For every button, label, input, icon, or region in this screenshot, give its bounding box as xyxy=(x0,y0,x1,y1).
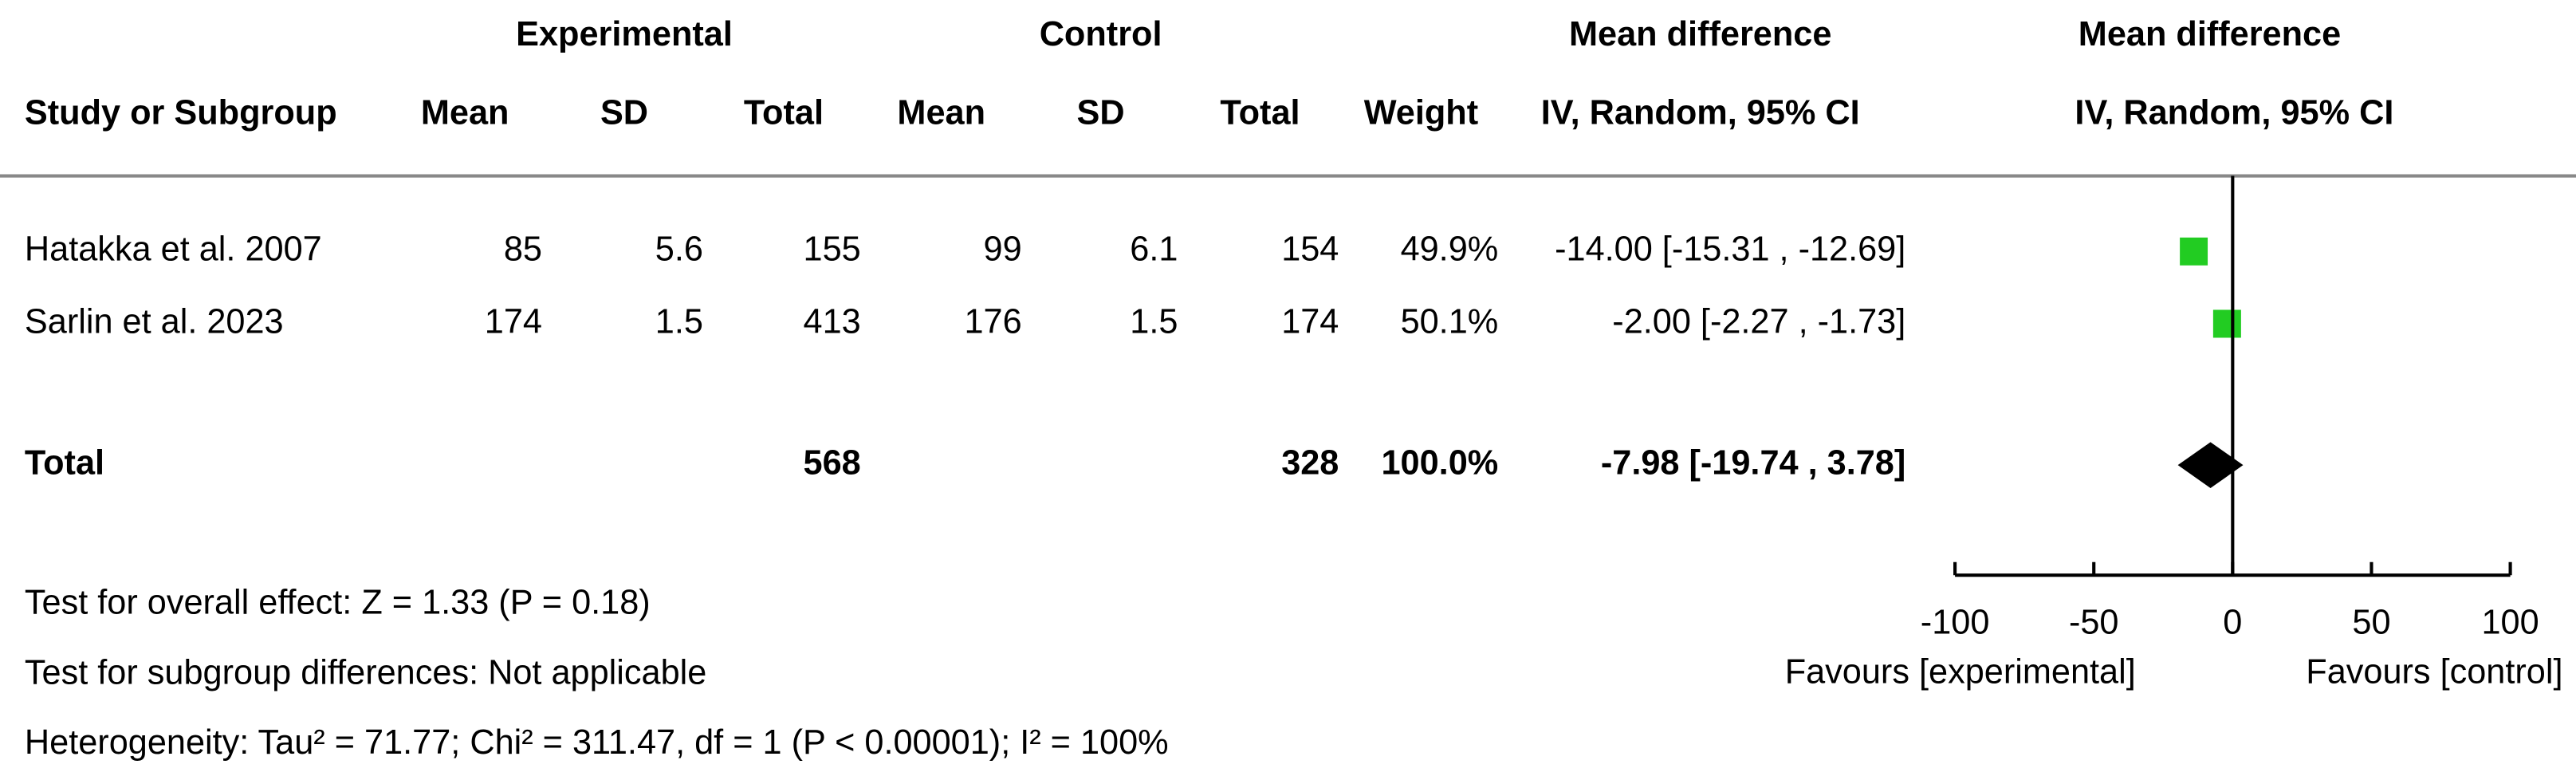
total-md-label: -7.98 [-19.74 , 3.78] xyxy=(1601,444,1905,483)
md-label: -2.00 [-2.27 , -1.73] xyxy=(1612,302,1905,341)
total-weight-label: 100.0% xyxy=(1382,444,1499,483)
effect-square xyxy=(2180,237,2208,266)
ctl-sd: 6.1 xyxy=(1130,230,1178,269)
column-header: Total xyxy=(744,94,824,132)
x-tick-label: -50 xyxy=(2069,603,2119,641)
column-header: Mean xyxy=(421,94,509,132)
ctl-sd: 1.5 xyxy=(1130,302,1178,341)
ctl-total: 174 xyxy=(1281,302,1339,341)
total-ctl-total: 328 xyxy=(1281,444,1339,483)
column-header: Weight xyxy=(1364,94,1478,132)
md-label: -14.00 [-15.31 , -12.69] xyxy=(1555,230,1905,269)
footnote: Test for overall effect: Z = 1.33 (P = 0… xyxy=(25,584,651,622)
column-header: Total xyxy=(1220,94,1300,132)
ctl-total: 154 xyxy=(1281,230,1339,269)
column-header: IV, Random, 95% CI xyxy=(1541,94,1860,132)
group-header: Control xyxy=(1040,15,1162,53)
exp-total: 413 xyxy=(804,302,861,341)
total-label: Total xyxy=(25,444,104,483)
ctl-mean: 176 xyxy=(964,302,1021,341)
group-header: Mean difference xyxy=(1569,15,1831,53)
column-header: Mean xyxy=(897,94,985,132)
column-header: SD xyxy=(600,94,648,132)
exp-mean: 85 xyxy=(504,230,542,269)
column-header: Study or Subgroup xyxy=(25,94,337,132)
column-header: SD xyxy=(1077,94,1125,132)
weight-label: 50.1% xyxy=(1401,302,1499,341)
exp-mean: 174 xyxy=(485,302,542,341)
x-tick-label: 0 xyxy=(2223,603,2242,641)
total-exp-total: 568 xyxy=(804,444,861,483)
favours-right: Favours [control] xyxy=(2306,652,2562,691)
ctl-mean: 99 xyxy=(984,230,1022,269)
group-header: Experimental xyxy=(516,15,733,53)
effect-square xyxy=(2212,309,2241,338)
study: Sarlin et al. 2023 xyxy=(25,302,284,341)
x-tick-label: 100 xyxy=(2481,603,2539,641)
exp-total: 155 xyxy=(804,230,861,269)
group-header: Mean difference xyxy=(2078,15,2341,53)
exp-sd: 1.5 xyxy=(655,302,703,341)
weight-label: 49.9% xyxy=(1401,230,1499,269)
exp-sd: 5.6 xyxy=(655,230,703,269)
study: Hatakka et al. 2007 xyxy=(25,230,322,269)
x-tick-label: -100 xyxy=(1921,603,1990,641)
x-tick-label: 50 xyxy=(2352,603,2390,641)
footnote: Test for subgroup differences: Not appli… xyxy=(25,653,706,691)
footnote: Heterogeneity: Tau² = 71.77; Chi² = 311.… xyxy=(25,723,1169,762)
column-header: IV, Random, 95% CI xyxy=(2075,94,2393,132)
favours-left: Favours [experimental] xyxy=(1785,652,2136,691)
